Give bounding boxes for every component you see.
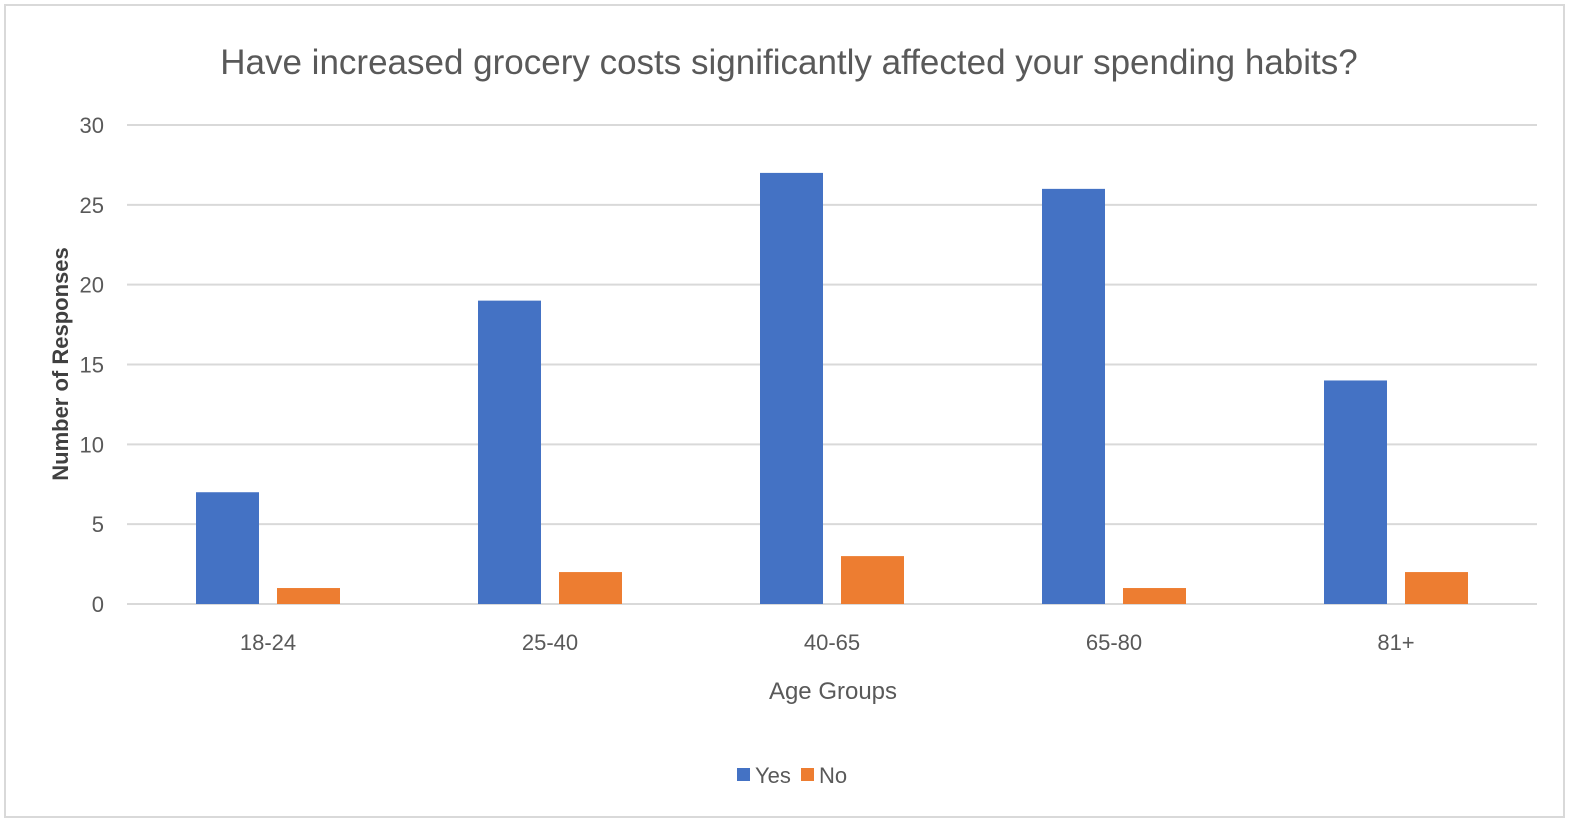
y-tick-label: 5 bbox=[92, 512, 104, 537]
legend: Yes No bbox=[737, 763, 847, 788]
x-tick-label: 81+ bbox=[1377, 630, 1414, 655]
legend-label-yes: Yes bbox=[755, 763, 791, 788]
y-tick-label: 25 bbox=[80, 193, 104, 218]
legend-label-no: No bbox=[819, 763, 847, 788]
x-axis-title: Age Groups bbox=[769, 678, 897, 705]
x-axis-ticks: 18-24 25-40 40-65 65-80 81+ bbox=[240, 630, 1415, 655]
bar-no-25-40 bbox=[559, 572, 622, 604]
bar-yes-40-65 bbox=[760, 172, 823, 604]
chart-title: Have increased grocery costs significant… bbox=[220, 43, 1357, 82]
y-tick-label: 0 bbox=[92, 592, 104, 617]
bar-yes-65-80 bbox=[1042, 188, 1105, 604]
bar-no-65-80 bbox=[1123, 588, 1186, 604]
bar-no-40-65 bbox=[841, 556, 904, 604]
y-tick-label: 30 bbox=[80, 113, 104, 138]
bar-yes-81+ bbox=[1324, 380, 1387, 604]
x-tick-label: 65-80 bbox=[1086, 630, 1142, 655]
y-axis-ticks: 0 5 10 15 20 25 30 bbox=[80, 113, 104, 617]
gridlines bbox=[127, 124, 1537, 605]
bars bbox=[196, 172, 1468, 604]
bar-no-18-24 bbox=[277, 588, 340, 604]
y-axis-title: Number of Responses bbox=[48, 247, 73, 481]
y-tick-label: 10 bbox=[80, 432, 104, 457]
y-tick-label: 15 bbox=[80, 353, 104, 378]
bar-yes-25-40 bbox=[478, 300, 541, 604]
y-tick-label: 20 bbox=[80, 273, 104, 298]
x-tick-label: 25-40 bbox=[522, 630, 578, 655]
x-tick-label: 40-65 bbox=[804, 630, 860, 655]
bar-no-81+ bbox=[1405, 572, 1468, 604]
bar-yes-18-24 bbox=[196, 492, 259, 604]
legend-swatch-no bbox=[801, 768, 814, 781]
legend-swatch-yes bbox=[737, 768, 750, 781]
x-tick-label: 18-24 bbox=[240, 630, 296, 655]
